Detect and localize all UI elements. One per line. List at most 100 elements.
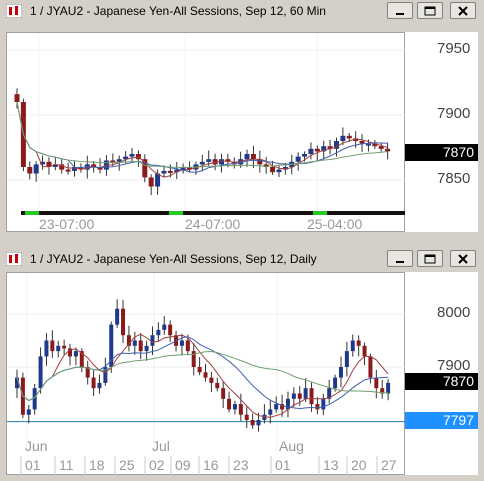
title-bar[interactable]: 1 / JYAU2 - Japanese Yen-All Sessions, S… [0, 248, 484, 270]
candle-body [309, 388, 314, 405]
candle-body [338, 367, 343, 378]
candle-body [380, 388, 385, 394]
close-button[interactable] [450, 2, 476, 19]
candle-body [126, 335, 131, 346]
candle-body [129, 154, 135, 157]
candle-body [27, 167, 33, 174]
last-price-tag: 7870 [405, 373, 478, 390]
candle-body [350, 340, 355, 352]
candle-body [199, 161, 205, 165]
candle-body [59, 164, 65, 170]
candle-body [356, 340, 361, 346]
moving-average-long [16, 351, 389, 402]
candle-body [121, 308, 126, 336]
chart-window-daily: 1 / JYAU2 - Japanese Yen-All Sessions, S… [0, 248, 484, 481]
candle-body [268, 409, 273, 415]
candle-body [327, 146, 333, 149]
candle-body [221, 388, 226, 399]
candle-body [291, 393, 296, 399]
candle-body [378, 146, 384, 149]
candle-body [297, 393, 302, 399]
candle-body [110, 160, 116, 163]
candle-body [227, 398, 232, 410]
moving-average-short [16, 101, 388, 178]
candle-body [368, 356, 373, 378]
candle-body [123, 156, 129, 160]
candle-body [238, 159, 244, 165]
candle-body [295, 156, 301, 162]
candle-body [314, 148, 320, 152]
day-label: 18 [89, 457, 105, 473]
candle-body [285, 398, 290, 410]
session-bar [21, 211, 406, 215]
candle-body [161, 170, 167, 174]
candle-body [155, 173, 161, 187]
candle-body [91, 377, 96, 389]
restore-button[interactable] [417, 250, 443, 267]
candle-body [308, 148, 314, 154]
candle-body [365, 143, 371, 146]
title-bar[interactable]: 1 / JYAU2 - Japanese Yen-All Sessions, S… [0, 0, 484, 22]
candle-body [85, 367, 90, 378]
horizontal-line-tag: 7797 [405, 412, 478, 429]
candle-body [197, 367, 202, 373]
candle-body [162, 324, 167, 330]
candle-body [15, 377, 19, 389]
x-tick-label: 23-07:00 [39, 216, 94, 232]
candle-body [185, 340, 190, 352]
day-label: 09 [175, 457, 191, 473]
candle-body [168, 324, 173, 336]
day-label: 01 [275, 457, 291, 473]
day-label: 11 [59, 457, 74, 473]
month-label: Jul [152, 438, 170, 454]
y-tick-label: 7850 [437, 170, 471, 187]
candle-body [270, 167, 276, 173]
candle-body [346, 135, 352, 139]
candle-body [103, 367, 108, 383]
minimize-icon [396, 260, 404, 263]
candle-body [262, 414, 267, 420]
candle-body [138, 340, 143, 352]
restore-button[interactable] [417, 2, 443, 19]
day-label: 27 [381, 457, 397, 473]
candle-body [303, 388, 308, 399]
candle-body [280, 404, 285, 410]
candle-body [97, 167, 103, 170]
app-icon [6, 4, 22, 18]
price-axis-60min[interactable]: 7950 7900 7850 7870 [405, 32, 478, 232]
price-chart-60min[interactable]: 23-07:00 24-07:00 25-04:00 [6, 32, 406, 232]
price-chart-daily[interactable]: Jun Jul Aug 01 11 18 25 02 09 16 23 01 13 20 27 [6, 272, 406, 476]
day-label: 01 [25, 457, 41, 473]
day-label: 13 [323, 457, 339, 473]
restore-icon [424, 254, 436, 263]
candle-body [212, 159, 218, 165]
candle-body [206, 159, 212, 162]
candle-body [174, 169, 180, 173]
candle-body [132, 340, 137, 346]
day-label: 16 [203, 457, 219, 473]
candle-body [362, 345, 367, 357]
close-button[interactable] [450, 250, 476, 267]
candle-body [46, 161, 52, 167]
minimize-icon [396, 12, 404, 15]
moving-average-mid [16, 336, 389, 410]
candle-body [386, 382, 391, 394]
candle-body [359, 141, 365, 144]
minimize-button[interactable] [387, 2, 413, 19]
candle-body [79, 351, 84, 367]
candle-body [50, 340, 55, 352]
chart-canvas-60min: 23-07:00 24-07:00 25-04:00 [7, 33, 406, 232]
minimize-button[interactable] [387, 250, 413, 267]
candle-body [52, 164, 58, 167]
candle-body [135, 154, 141, 160]
candle-body [32, 388, 37, 410]
month-label: Aug [279, 438, 304, 454]
candle-body [344, 351, 349, 367]
candle-body [372, 143, 378, 147]
candle-body [321, 146, 327, 152]
candle-body [263, 164, 269, 167]
chart-window-60min: 1 / JYAU2 - Japanese Yen-All Sessions, S… [0, 0, 484, 240]
session-marker [25, 211, 39, 215]
price-axis-daily[interactable]: 8000 7900 7870 7797 [405, 272, 478, 475]
candle-body [385, 148, 391, 152]
